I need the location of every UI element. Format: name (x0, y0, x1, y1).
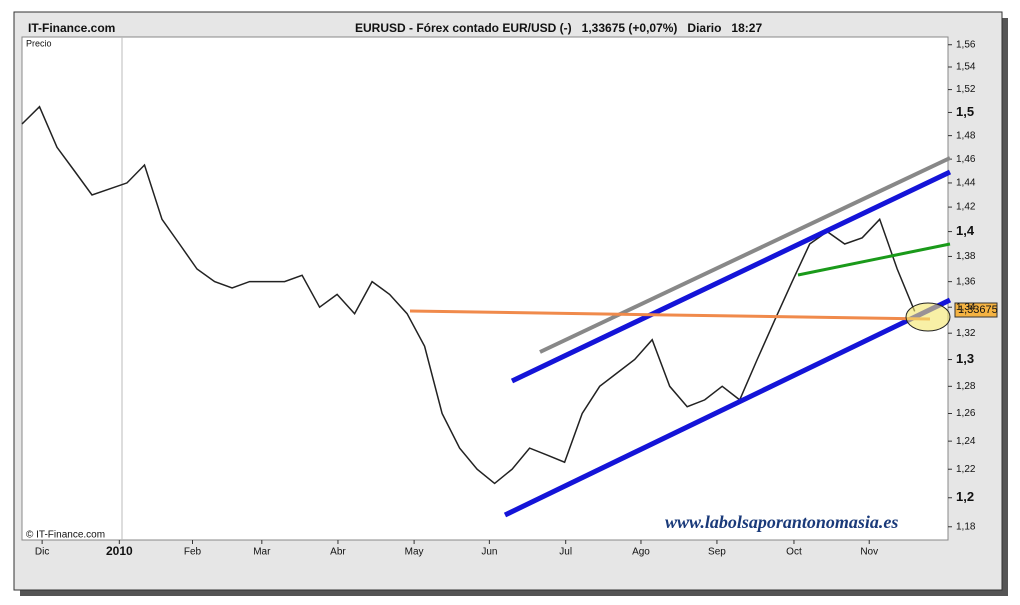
y-tick-label: 1,42 (956, 202, 976, 213)
x-tick-label: 2010 (106, 544, 133, 558)
y-tick-label: 1,52 (956, 84, 976, 95)
trend-line (539, 156, 951, 354)
y-tick-label: 1,46 (956, 154, 976, 165)
y-tick-label: 1,22 (956, 464, 976, 475)
x-tick-label: May (405, 547, 424, 558)
x-tick-label: Jul (559, 547, 572, 558)
price-tag: 1,33675 (958, 304, 998, 316)
y-tick-label: 1,56 (956, 39, 976, 50)
x-tick-label: Feb (184, 547, 202, 558)
y-tick-label: 1,4 (956, 223, 975, 238)
y-tick-label: 1,44 (956, 178, 976, 189)
trend-line (797, 242, 951, 277)
y-tick-label: 1,2 (956, 489, 974, 504)
x-tick-label: Abr (330, 547, 346, 558)
x-tick-label: Jun (481, 547, 497, 558)
chart-title: EURUSD - Fórex contado EUR/USD (-) 1,336… (355, 21, 762, 35)
trend-lines (409, 156, 952, 518)
y-tick-label: 1,24 (956, 436, 976, 447)
y-tick-label: 1,54 (956, 62, 976, 73)
x-tick-label: Oct (786, 547, 802, 558)
y-tick-label: 1,34 (956, 302, 976, 313)
y-tick-label: 1,38 (956, 251, 976, 262)
y-tick-label: 1,36 (956, 276, 976, 287)
price-line (21, 105, 916, 485)
x-tick-label: Dic (35, 547, 49, 558)
watermark: www.labolsaporantonomasia.es (665, 512, 898, 532)
y-tick-label: 1,32 (956, 328, 976, 339)
x-tick-label: Mar (253, 547, 271, 558)
price-tag-box (954, 302, 998, 318)
x-tick-label: Ago (632, 547, 650, 558)
y-tick-label: 1,26 (956, 408, 976, 419)
copyright: © IT-Finance.com (26, 530, 105, 541)
y-tick-label: 1,28 (956, 381, 976, 392)
y-label: Precio (26, 38, 52, 48)
trend-line (503, 297, 952, 518)
highlight (905, 302, 951, 332)
y-tick-label: 1,3 (956, 351, 974, 366)
support-line (409, 309, 931, 321)
x-tick-label: Nov (860, 547, 878, 558)
y-tick-label: 1,48 (956, 130, 976, 141)
y-tick-label: 1,5 (956, 104, 974, 119)
trend-line (510, 169, 952, 384)
x-tick-label: Sep (708, 547, 726, 558)
y-tick-label: 1,18 (956, 521, 976, 532)
source: IT-Finance.com (28, 21, 115, 35)
plot-area (21, 36, 949, 541)
